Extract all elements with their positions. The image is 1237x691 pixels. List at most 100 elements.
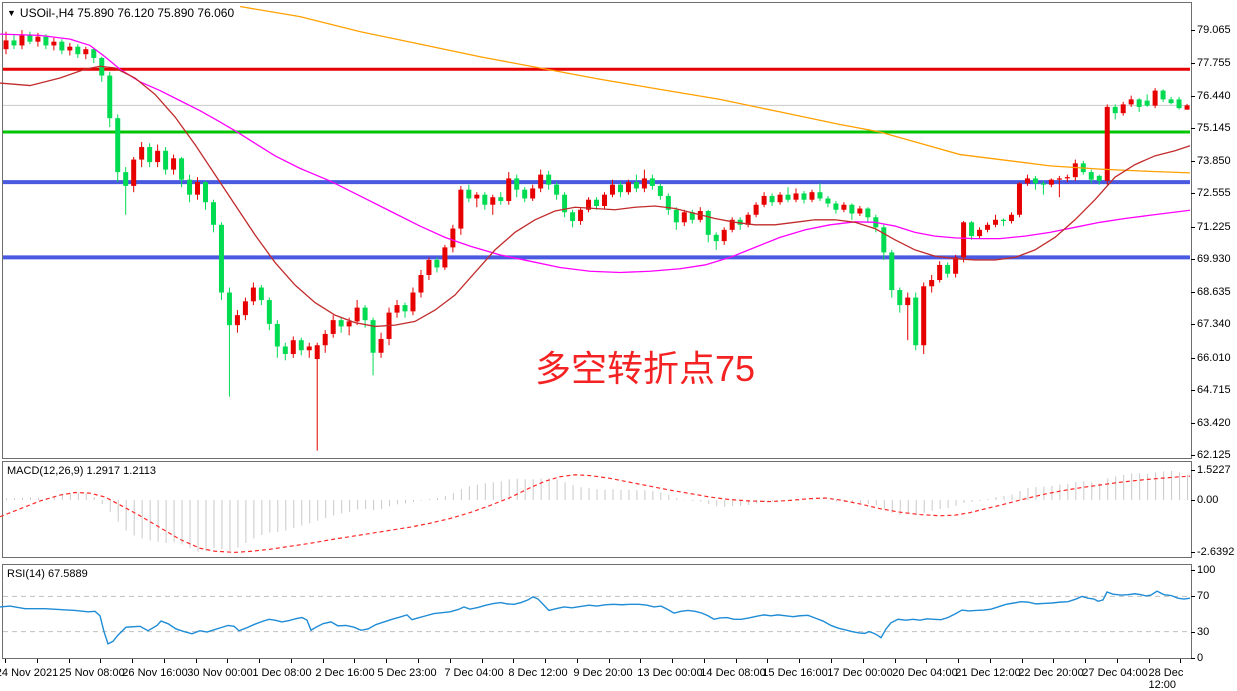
price-tick-label: 71.225 [1197, 220, 1231, 233]
axis-tick [1191, 226, 1195, 228]
ma-slow-orange [239, 5, 1191, 174]
time-tick [1117, 659, 1118, 663]
time-label: 9 Dec 20:00 [573, 667, 633, 679]
time-tick [5, 659, 6, 663]
price-tick-label: 77.755 [1197, 56, 1231, 69]
rsi-panel[interactable] [2, 564, 1192, 659]
time-axis[interactable]: 24 Nov 2021 25 Nov 08:00 26 Nov 16:00 30 No… [0, 659, 1237, 691]
time-tick [863, 659, 864, 663]
time-label: 7 Dec 04:00 [444, 667, 504, 679]
time-tick [895, 659, 896, 663]
time-tick [132, 659, 133, 663]
time-label: 2 Dec 16:00 [315, 667, 375, 679]
price-axis[interactable]: 79.065 77.755 76.440 75.145 73.850 72.555 71.2… [1191, 0, 1237, 683]
time-tick [831, 659, 832, 663]
axis-tick [1191, 390, 1195, 391]
time-tick [323, 659, 324, 663]
macd-histogram [6, 470, 1189, 552]
time-tick [640, 659, 641, 663]
time-tick [1180, 659, 1181, 663]
axis-tick [1191, 324, 1195, 326]
time-label: 25 Nov 08:00 [59, 667, 125, 679]
annotation-text: 多空转折点75 [535, 348, 756, 389]
axis-tick [1191, 658, 1195, 659]
time-tick [259, 659, 260, 663]
axis-tick [1191, 259, 1195, 261]
macd-axis-label: 0.00 [1197, 494, 1219, 506]
time-tick [450, 659, 451, 663]
axis-tick [1191, 95, 1195, 97]
chevron-down-icon[interactable]: ▼ [7, 8, 16, 18]
time-tick [1053, 659, 1054, 663]
time-tick [418, 659, 419, 663]
time-label: 20 Dec 04:00 [892, 667, 958, 679]
axis-tick [1191, 128, 1195, 130]
time-label: 14 Dec 08:00 [700, 667, 766, 679]
axis-tick [1191, 570, 1195, 571]
time-tick [386, 659, 387, 663]
macd-signal-line [0, 474, 1191, 554]
open-value: 75.890 [77, 6, 114, 20]
time-label: 30 Nov 00:00 [187, 667, 253, 679]
macd-values: 1.2917 1.2113 [86, 465, 157, 477]
symbol-label: USOil-,H4 [19, 6, 74, 20]
time-tick [164, 659, 165, 663]
time-tick [672, 659, 673, 663]
macd-panel[interactable] [2, 461, 1192, 558]
axis-tick [1191, 30, 1195, 31]
time-tick [1149, 659, 1150, 663]
time-tick [354, 659, 355, 663]
low-value: 75.890 [157, 6, 195, 20]
price-tick-label: 68.635 [1197, 285, 1231, 298]
time-tick [767, 659, 768, 663]
price-tick-label: 66.010 [1197, 351, 1231, 364]
time-tick [37, 659, 38, 663]
rsi-axis-label: 30 [1197, 625, 1210, 638]
axis-tick [1191, 631, 1195, 633]
close-value: 76.060 [197, 6, 235, 20]
price-tick-label: 69.930 [1197, 253, 1231, 266]
rsi-indicator-label: RSI(14) 67.5889 [7, 568, 88, 580]
time-tick [799, 659, 800, 663]
rsi-axis-label: 70 [1197, 590, 1210, 603]
time-tick [100, 659, 101, 663]
time-label: 21 Dec 12:00 [955, 667, 1021, 679]
time-label: 5 Dec 23:00 [377, 667, 437, 679]
ma-fast-crimson [0, 65, 1191, 328]
axis-tick [1191, 357, 1195, 359]
candles [3, 30, 1190, 451]
price-tick-label: 76.440 [1197, 89, 1231, 102]
price-tick-label: 64.715 [1197, 384, 1231, 396]
time-tick [1085, 659, 1086, 663]
axis-tick [1191, 193, 1195, 195]
time-label: 8 Dec 12:00 [508, 667, 568, 679]
macd-indicator-label: MACD(12,26,9) 1.2917 1.2113 [7, 465, 157, 477]
rsi-axis-label: 100 [1197, 564, 1216, 576]
ma-mid-magenta [0, 33, 1191, 274]
price-tick-label: 73.850 [1197, 154, 1231, 167]
time-tick [291, 659, 292, 663]
rsi-line [0, 590, 1191, 645]
time-tick [577, 659, 578, 663]
axis-tick [1191, 422, 1195, 424]
axis-tick [1191, 454, 1195, 456]
axis-tick [1191, 62, 1195, 64]
price-tick-label: 63.420 [1197, 416, 1231, 429]
rsi-value: 67.5889 [47, 568, 88, 580]
high-value: 76.120 [117, 6, 155, 20]
axis-tick [1191, 160, 1195, 162]
price-tick-label: 79.065 [1197, 24, 1231, 36]
time-tick [196, 659, 197, 663]
time-label: 26 Nov 16:00 [122, 667, 188, 679]
time-tick [609, 659, 610, 663]
time-label: 13 Dec 00:00 [637, 667, 703, 679]
time-tick [227, 659, 228, 663]
axis-tick [1191, 596, 1195, 598]
time-label: 24 Nov 2021 [0, 667, 59, 679]
time-tick [69, 659, 70, 663]
time-tick [926, 659, 927, 663]
time-label: 27 Dec 04:00 [1082, 667, 1148, 679]
time-tick [482, 659, 483, 663]
